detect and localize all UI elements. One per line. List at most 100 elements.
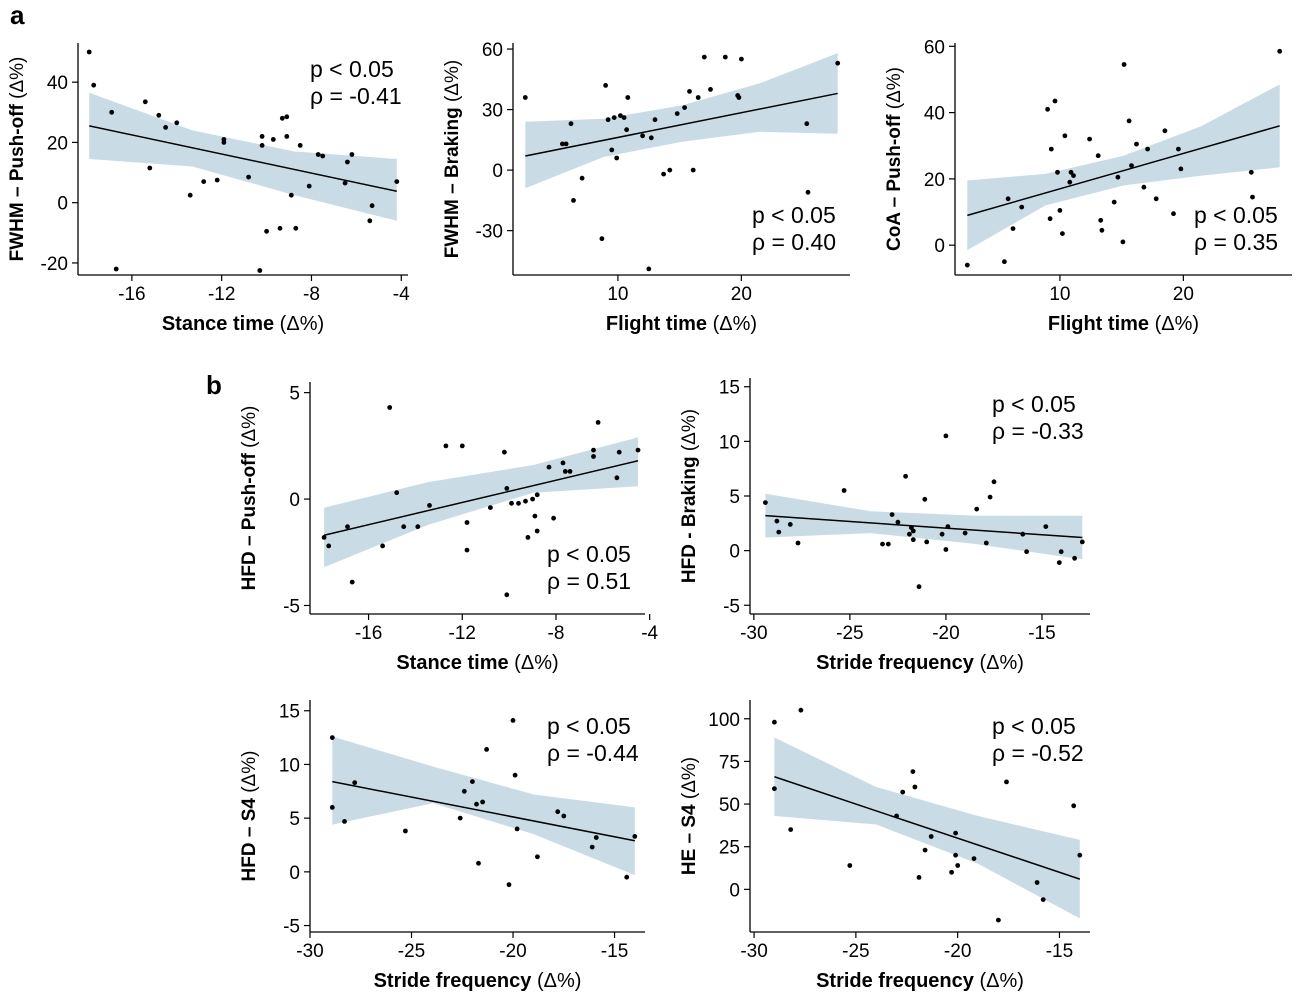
chart-5: -30 -25 -20 -15 -5 0 5 10 15 Stride frequency (Δ%…: [679, 378, 1090, 674]
x-axis-label: Stride frequency (Δ%): [816, 970, 1024, 992]
data-point: [221, 140, 227, 145]
data-point: [459, 443, 465, 449]
data-point: [551, 515, 556, 521]
data-point: [1005, 196, 1011, 202]
x-axis-title: Flight time: [1048, 313, 1149, 335]
data-point: [603, 83, 608, 88]
data-point: [943, 433, 949, 439]
p-value-annotation: p < 0.05: [547, 541, 631, 567]
data-point: [701, 54, 707, 60]
data-point: [922, 847, 928, 853]
data-point: [464, 520, 470, 525]
p-value-annotation: p < 0.05: [752, 202, 836, 228]
p-value-annotation: p < 0.05: [992, 391, 1076, 417]
y-axis-unit: (Δ%): [884, 67, 905, 109]
data-point: [86, 49, 92, 55]
data-point: [889, 512, 895, 517]
y-axis-title: HFD – Push-off: [239, 452, 260, 590]
y-tick-label: 30: [482, 101, 503, 122]
data-point: [916, 584, 922, 590]
x-tick-label: -25: [836, 623, 863, 644]
x-tick-label: -8: [548, 623, 565, 644]
y-tick-label: 0: [492, 161, 503, 182]
data-point: [174, 120, 180, 126]
y-tick-label: -30: [476, 222, 503, 243]
data-point: [506, 882, 512, 888]
data-point: [345, 159, 350, 165]
x-tick-label: -16: [355, 623, 382, 644]
y-axis-unit: (Δ%): [679, 409, 700, 451]
x-axis-title: Stride frequency: [816, 970, 975, 992]
x-tick-label: -30: [740, 941, 767, 962]
data-point: [257, 268, 263, 273]
data-point: [772, 786, 777, 792]
data-point: [1077, 852, 1083, 858]
y-tick-label: 0: [57, 194, 68, 215]
y-axis-title: FWHM – Push-off: [7, 103, 28, 261]
x-tick-label: -20: [944, 941, 971, 962]
p-value-annotation: p < 0.05: [1194, 202, 1278, 228]
data-point: [690, 167, 696, 173]
data-point: [605, 117, 611, 123]
data-point: [687, 89, 692, 94]
data-point: [522, 95, 528, 100]
data-point: [546, 464, 552, 470]
data-point: [1047, 216, 1053, 222]
data-point: [306, 183, 312, 189]
rho-annotation: ρ = 0.40: [752, 229, 836, 255]
x-tick-label: 20: [731, 284, 752, 305]
data-point: [682, 105, 687, 110]
data-point: [567, 469, 573, 474]
x-axis-label: Stride frequency (Δ%): [374, 970, 582, 992]
chart-7: -30 -25 -20 -15 0 25 50 75 100 Stride frequency (…: [679, 700, 1090, 992]
x-tick-label: -15: [601, 941, 628, 962]
data-point: [625, 95, 631, 100]
x-axis-title: Flight time: [606, 313, 707, 335]
data-point: [1111, 199, 1117, 205]
data-point: [297, 143, 303, 148]
data-point: [476, 860, 481, 866]
confidence-band: [89, 92, 397, 221]
x-axis-unit: (Δ%): [979, 970, 1023, 992]
y-axis-unit: (Δ%): [442, 60, 463, 102]
data-point: [1248, 169, 1254, 175]
y-axis-unit: (Δ%): [239, 751, 260, 793]
data-point: [996, 917, 1001, 923]
data-point: [427, 503, 432, 508]
data-point: [1045, 106, 1050, 112]
data-point: [443, 443, 449, 449]
data-point: [928, 834, 934, 839]
y-axis-title: HE – S4: [679, 804, 700, 875]
data-point: [502, 449, 507, 455]
x-tick-label: -30: [740, 623, 767, 644]
data-point: [1071, 803, 1077, 809]
data-point: [512, 772, 518, 778]
data-point: [509, 500, 514, 506]
data-point: [1024, 549, 1029, 555]
data-point: [955, 863, 961, 868]
data-point: [907, 531, 912, 537]
data-point: [1071, 173, 1076, 179]
y-axis-label: HFD – Push-off (Δ%): [239, 406, 260, 591]
data-point: [259, 143, 265, 148]
data-point: [1129, 163, 1134, 169]
y-tick-label: 40: [47, 73, 68, 94]
data-point: [561, 813, 567, 819]
data-point: [798, 707, 804, 713]
data-point: [279, 115, 285, 121]
x-tick-label: 10: [607, 284, 628, 305]
data-point: [640, 133, 645, 139]
data-point: [480, 799, 485, 805]
data-point: [214, 177, 220, 183]
data-point: [109, 109, 115, 115]
confidence-band: [967, 84, 1280, 251]
regression-line: [332, 780, 635, 842]
y-tick-label: 0: [289, 490, 300, 511]
data-point: [885, 541, 891, 547]
data-point: [739, 56, 744, 62]
data-point: [847, 863, 853, 868]
data-point: [1019, 204, 1025, 210]
data-point: [321, 535, 327, 540]
data-point: [504, 486, 510, 491]
data-point: [403, 828, 408, 834]
